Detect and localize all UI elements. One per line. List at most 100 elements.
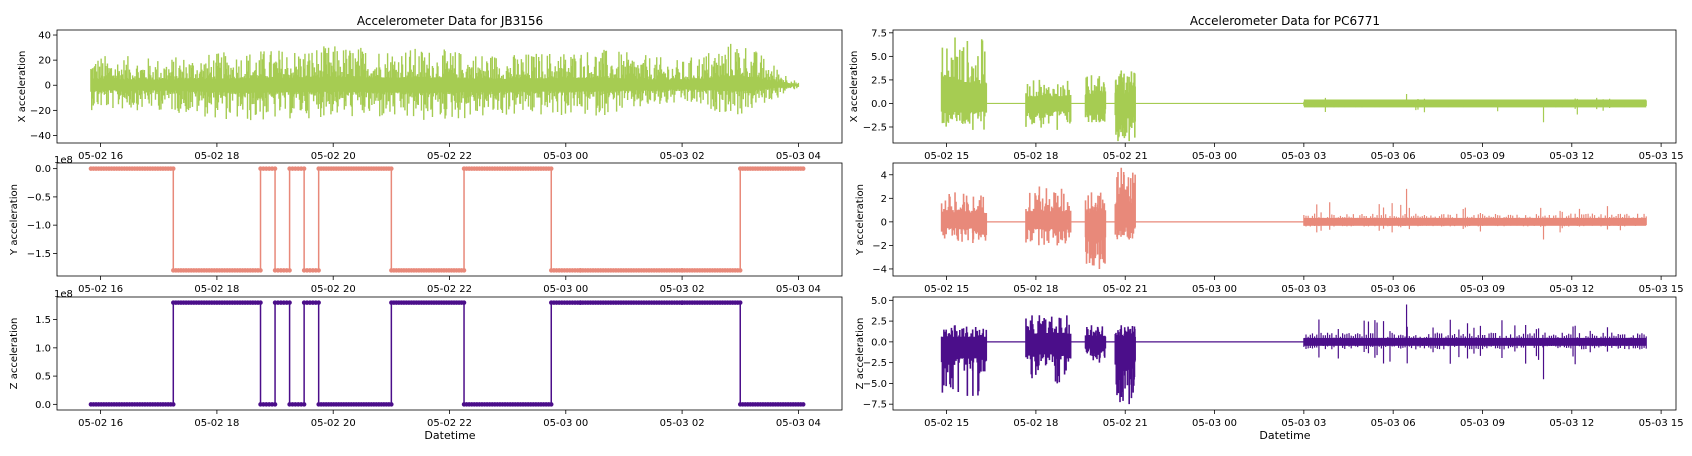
y-tick-label: 20 bbox=[38, 56, 51, 67]
y-tick-label: 0 bbox=[881, 217, 887, 228]
x-tick-label: 05-02 16 bbox=[78, 418, 123, 429]
x-tick-label: 05-02 15 bbox=[924, 151, 969, 162]
y-tick-label: −7.5 bbox=[863, 400, 887, 411]
x-tick-label: 05-03 04 bbox=[776, 418, 821, 429]
x-tick-label: 05-03 15 bbox=[1639, 418, 1684, 429]
series-burst-2 bbox=[1084, 75, 1107, 123]
series-burst-0 bbox=[940, 37, 988, 130]
series-burst-3 bbox=[1114, 167, 1136, 240]
y-tick-label: −40 bbox=[30, 131, 51, 142]
y-tick-label: −1.0 bbox=[27, 221, 51, 232]
x-tick-label: 05-02 22 bbox=[427, 151, 472, 162]
x-tick-label: 05-02 18 bbox=[194, 418, 239, 429]
y-tick-label: −0.5 bbox=[27, 192, 51, 203]
subplot-2: 1.5 1.0 0.5 0.0 05-02 16 05-02 18 05-02 20 05-0… bbox=[9, 296, 843, 429]
series-line bbox=[90, 167, 804, 272]
x-tick-label: 05-03 03 bbox=[1281, 151, 1326, 162]
subplot-1: 0.0 −0.5 −1.0 −1.5 05-02 16 05-02 18 05-02 20 0… bbox=[9, 162, 843, 295]
y-tick-label: 0.0 bbox=[35, 164, 51, 175]
y-tick-label: 0 bbox=[45, 81, 51, 92]
left-xlabel: Datetime bbox=[424, 429, 475, 442]
y-tick-label: 2.5 bbox=[871, 75, 887, 86]
y-tick-label: −5.0 bbox=[863, 379, 887, 390]
series-burst-4 bbox=[1303, 188, 1647, 240]
x-tick-label: 05-02 18 bbox=[1013, 418, 1058, 429]
x-tick-label: 05-03 06 bbox=[1371, 418, 1416, 429]
y-tick-label: 5.0 bbox=[871, 52, 887, 63]
series-burst-1 bbox=[1025, 79, 1072, 130]
subplot-4: 4 2 0 −2 −4 05-02 15 05-02 18 05-02 21 05-03 00 0… bbox=[855, 162, 1684, 295]
series-burst-1 bbox=[1025, 315, 1072, 384]
axes-frame bbox=[892, 296, 1677, 411]
left-chart-title: Accelerometer Data for JB3156 bbox=[357, 14, 543, 28]
x-tick-label: 05-03 04 bbox=[776, 151, 821, 162]
y-axis-label: X acceleration bbox=[849, 51, 860, 123]
y-tick-label: −2.5 bbox=[863, 122, 887, 133]
x-tick-label: 05-03 12 bbox=[1549, 284, 1594, 295]
x-tick-label: 05-03 03 bbox=[1281, 418, 1326, 429]
x-tick-label: 05-02 20 bbox=[311, 284, 356, 295]
x-tick-label: 05-02 21 bbox=[1103, 284, 1148, 295]
y-tick-label: −2.5 bbox=[863, 358, 887, 369]
axes-frame bbox=[56, 162, 843, 277]
x-tick-label: 05-03 09 bbox=[1460, 151, 1505, 162]
x-tick-label: 05-03 12 bbox=[1549, 151, 1594, 162]
y-tick-label: 2.5 bbox=[871, 317, 887, 328]
axes-frame bbox=[56, 296, 843, 411]
subplot-3: 7.5 5.0 2.5 0.0 −2.5 05-02 15 05-02 18 05-02 21… bbox=[849, 28, 1684, 162]
x-tick-label: 05-02 16 bbox=[78, 284, 123, 295]
y-tick-label: 0.0 bbox=[35, 400, 51, 411]
y-tick-label: 0.0 bbox=[871, 99, 887, 110]
x-tick-label: 05-03 02 bbox=[660, 418, 705, 429]
series-band bbox=[1303, 99, 1647, 108]
x-tick-label: 05-02 22 bbox=[427, 418, 472, 429]
y-tick-label: 2 bbox=[881, 194, 887, 205]
x-tick-label: 05-02 15 bbox=[924, 418, 969, 429]
subplot-5: 5.0 2.5 0.0 −2.5 −5.0 −7.5 05-02 15 05-02 18 05-… bbox=[855, 296, 1684, 429]
y-tick-label: 1.5 bbox=[35, 315, 51, 326]
x-tick-label: 05-03 00 bbox=[1192, 284, 1237, 295]
series-burst-2 bbox=[1084, 325, 1107, 363]
x-tick-label: 05-02 20 bbox=[311, 151, 356, 162]
axes-frame bbox=[892, 162, 1677, 277]
series-noise bbox=[90, 43, 800, 121]
x-tick-label: 05-02 18 bbox=[194, 151, 239, 162]
x-tick-label: 05-03 00 bbox=[543, 418, 588, 429]
series-burst-4 bbox=[1303, 94, 1647, 123]
x-tick-label: 05-03 06 bbox=[1371, 284, 1416, 295]
x-tick-label: 05-02 15 bbox=[924, 284, 969, 295]
y-tick-label: 0.5 bbox=[35, 372, 51, 383]
left-y-scale-label: 1e8 bbox=[54, 155, 73, 166]
left-z-scale-label: 1e8 bbox=[54, 289, 73, 300]
subplot-0: 40 20 0 −20 −40 05-02 16 05-02 18 05-02 20 05-02… bbox=[17, 29, 843, 162]
x-tick-label: 05-03 09 bbox=[1460, 284, 1505, 295]
y-tick-label: 5.0 bbox=[871, 296, 887, 307]
series-line bbox=[90, 301, 804, 406]
x-tick-label: 05-02 18 bbox=[194, 284, 239, 295]
x-tick-label: 05-02 16 bbox=[78, 151, 123, 162]
x-tick-label: 05-03 00 bbox=[1192, 151, 1237, 162]
series-burst-3 bbox=[1114, 70, 1136, 142]
x-tick-label: 05-02 21 bbox=[1103, 418, 1148, 429]
x-tick-label: 05-03 12 bbox=[1549, 418, 1594, 429]
series-burst-0 bbox=[940, 192, 988, 244]
x-tick-label: 05-03 09 bbox=[1460, 418, 1505, 429]
y-axis-label: Z acceleration bbox=[855, 318, 866, 390]
x-tick-label: 05-03 04 bbox=[776, 284, 821, 295]
y-tick-label: −1.5 bbox=[27, 249, 51, 260]
x-tick-label: 05-02 18 bbox=[1013, 151, 1058, 162]
series-burst-1 bbox=[1025, 186, 1072, 246]
x-tick-label: 05-03 02 bbox=[660, 284, 705, 295]
series-burst-0 bbox=[940, 325, 988, 396]
axes-frame bbox=[892, 29, 1677, 144]
y-tick-label: 4 bbox=[881, 170, 887, 181]
y-axis-label: Y acceleration bbox=[9, 184, 20, 256]
x-tick-label: 05-02 20 bbox=[311, 418, 356, 429]
x-tick-label: 05-03 15 bbox=[1639, 284, 1684, 295]
x-tick-label: 05-03 03 bbox=[1281, 284, 1326, 295]
y-tick-label: −20 bbox=[30, 106, 51, 117]
series-burst-3 bbox=[1114, 325, 1136, 405]
x-tick-label: 05-03 06 bbox=[1371, 151, 1416, 162]
